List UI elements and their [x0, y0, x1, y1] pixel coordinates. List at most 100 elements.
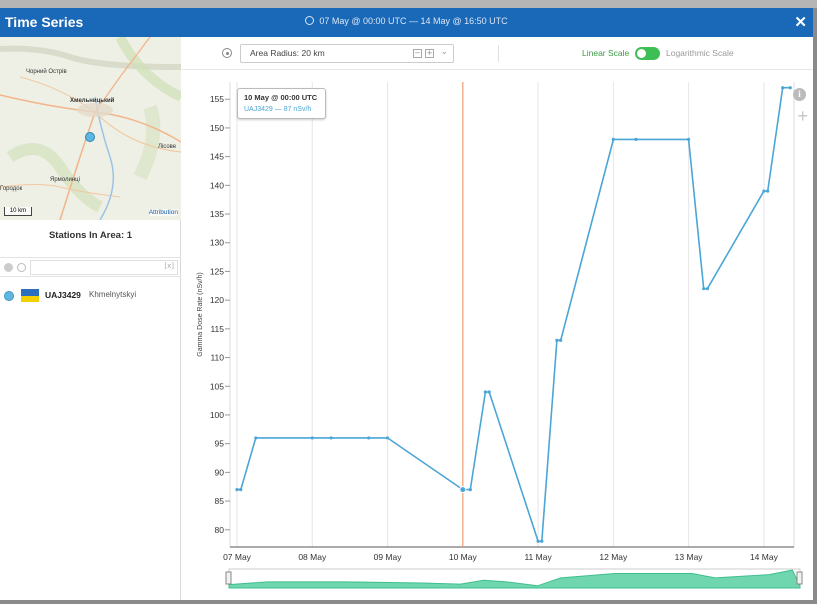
chevron-down-icon[interactable]: ⌄: [440, 47, 448, 57]
series-point: [310, 436, 314, 440]
map-label: Чорний Острів: [26, 69, 67, 75]
select-all-toggle[interactable]: [4, 263, 13, 272]
zoom-in-icon[interactable]: +: [797, 106, 808, 126]
navigator-handle-left[interactable]: [225, 571, 232, 585]
area-radius-value: Area Radius: 20 km: [250, 48, 325, 58]
time-series-window: Time Series 07 May @ 00:00 UTC — 14 May …: [0, 8, 813, 600]
series-point: [329, 436, 333, 440]
station-map[interactable]: Чорний Острів Хмельницький Лісове Ярмоли…: [0, 37, 181, 220]
y-tick-label: 130: [210, 238, 224, 248]
y-tick-label: 85: [215, 496, 225, 506]
time-range: 07 May @ 00:00 UTC — 14 May @ 16:50 UTC: [0, 16, 813, 26]
series-point: [385, 436, 390, 440]
y-tick-label: 150: [210, 123, 224, 133]
tooltip-date: 10 May @ 00:00 UTC: [244, 93, 318, 102]
left-panel: Чорний Острів Хмельницький Лісове Ярмоли…: [0, 37, 181, 600]
window-title: Time Series: [5, 14, 84, 30]
series-point: [555, 338, 559, 342]
series-point: [367, 436, 371, 440]
y-tick-label: 80: [215, 525, 225, 535]
series-point: [611, 137, 615, 142]
map-scale: 10 km: [4, 207, 32, 216]
scale-toggle[interactable]: [635, 47, 660, 60]
series-point: [762, 189, 766, 193]
y-tick-label: 105: [210, 381, 224, 391]
series-point: [781, 86, 785, 90]
divider: [498, 45, 499, 62]
series-point: [468, 487, 472, 492]
y-tick-label: 115: [210, 324, 224, 334]
x-tick-label: 09 May: [374, 552, 403, 562]
y-tick-label: 120: [210, 295, 224, 305]
y-tick-label: 125: [210, 266, 224, 276]
series-point: [705, 287, 710, 291]
series-point: [235, 487, 239, 492]
linear-scale-label[interactable]: Linear Scale: [582, 48, 630, 58]
y-tick-label: 135: [210, 209, 224, 219]
series-point: [254, 436, 258, 440]
map-label: Городок: [0, 186, 23, 192]
attribution-link[interactable]: Attribution: [148, 209, 178, 216]
series-point: [702, 287, 706, 291]
time-range-label: 07 May @ 00:00 UTC — 14 May @ 16:50 UTC: [319, 16, 508, 26]
station-filter-row: [x]: [0, 257, 181, 277]
series-point: [239, 487, 243, 492]
series-point: [687, 137, 691, 142]
series-point: [487, 390, 491, 394]
chart-tooltip: 10 May @ 00:00 UTC UAJ3429 — 87 nSv/h: [237, 88, 326, 119]
series-point: [788, 86, 792, 90]
chart-svg[interactable]: 07 May 08 May 09 May 10 May 11 May 12 May 13 M…: [182, 70, 813, 600]
x-tick-label: 13 May: [675, 552, 704, 562]
tooltip-station: UAJ3429: [244, 106, 273, 113]
y-tick-label: 155: [210, 94, 224, 104]
clear-filter-button[interactable]: [x]: [164, 262, 174, 270]
select-none-toggle[interactable]: [17, 263, 26, 272]
info-icon[interactable]: i: [793, 88, 806, 101]
tooltip-value: 87 nSv/h: [283, 106, 312, 113]
time-series-chart[interactable]: 07 May 08 May 09 May 10 May 11 May 12 May 13 M…: [182, 70, 813, 600]
navigator-handle-right[interactable]: [796, 571, 803, 585]
window-titlebar: Time Series 07 May @ 00:00 UTC — 14 May …: [0, 8, 813, 37]
series-point: [559, 338, 563, 342]
navigator-area: [228, 569, 801, 589]
stations-count: Stations In Area: 1: [48, 230, 133, 241]
y-tick-label: 90: [215, 467, 225, 477]
y-tick-label: 140: [210, 180, 224, 190]
y-tick-label: 145: [210, 152, 224, 162]
map-graphic: [0, 37, 181, 220]
station-id: UAJ3429: [45, 290, 81, 300]
x-tick-label: 11 May: [524, 552, 552, 562]
hover-point: [459, 486, 467, 494]
station-color-dot[interactable]: [4, 291, 14, 301]
x-tick-label: 10 May: [449, 552, 478, 562]
series-point: [766, 189, 770, 193]
y-tick-label: 100: [210, 410, 224, 420]
toggle-knob: [637, 49, 646, 58]
x-tick-label: 14 May: [750, 552, 779, 562]
clock-icon: [305, 16, 315, 25]
background-strip: [0, 0, 817, 8]
series-line: [237, 86, 791, 543]
map-label: Лісове: [158, 144, 177, 150]
x-tick-label: 08 May: [298, 552, 327, 562]
station-marker[interactable]: [85, 132, 95, 142]
close-button[interactable]: ✕: [794, 14, 807, 31]
x-tick-label: 07 May: [223, 552, 252, 562]
station-row[interactable]: UAJ3429 Khmelnytskyi: [0, 287, 181, 305]
y-axis-title: Gamma Dose Rate (nSv/h): [197, 272, 204, 356]
collapse-icon[interactable]: −: [413, 49, 422, 58]
x-tick-label: 12 May: [599, 552, 628, 562]
series-point: [536, 539, 540, 543]
station-city: Khmelnytskyi: [89, 290, 137, 299]
radius-icon: [222, 48, 232, 58]
map-label: Ярмолинці: [50, 177, 80, 183]
station-filter-input[interactable]: [x]: [30, 260, 178, 275]
area-radius-select[interactable]: Area Radius: 20 km − + ⌄: [240, 44, 454, 63]
expand-icon[interactable]: +: [425, 49, 434, 58]
tooltip-series: UAJ3429 — 87 nSv/h: [244, 106, 312, 113]
y-tick-label: 110: [210, 353, 224, 363]
series-point: [634, 137, 638, 142]
map-label: Хмельницький: [70, 98, 115, 104]
log-scale-label[interactable]: Logarithmic Scale: [666, 48, 734, 58]
y-tick-label: 95: [215, 439, 225, 449]
